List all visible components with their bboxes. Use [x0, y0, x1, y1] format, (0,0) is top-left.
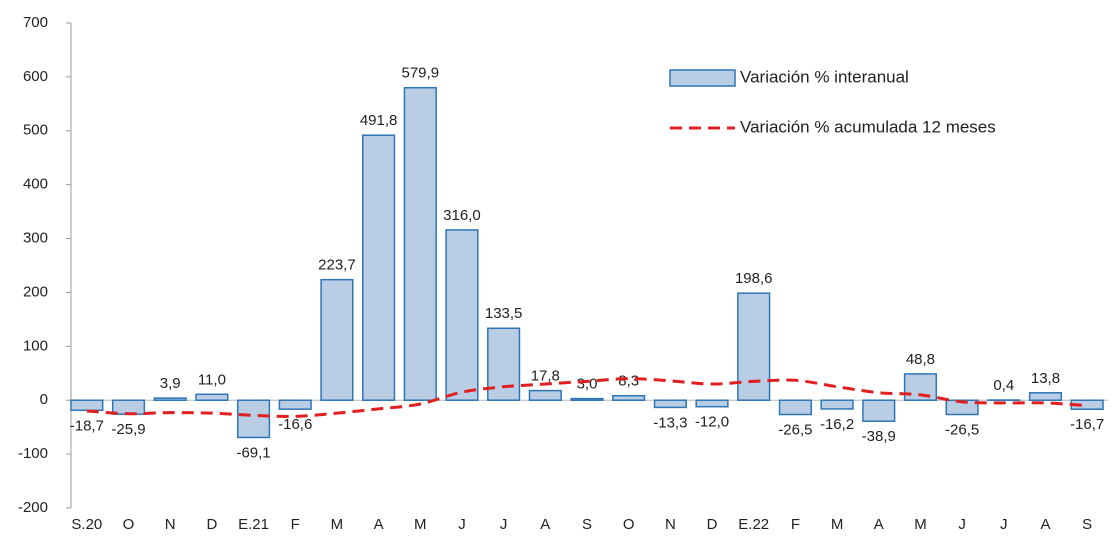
- bar: [529, 391, 561, 401]
- bar: [655, 400, 687, 407]
- bar: [821, 400, 853, 409]
- bar: [488, 328, 520, 400]
- x-tick-label: N: [165, 516, 176, 533]
- x-tick-label: J: [458, 516, 466, 533]
- x-tick-label: O: [123, 516, 135, 533]
- x-tick-label: S.20: [71, 516, 102, 533]
- value-label: -26,5: [778, 421, 812, 438]
- bar: [196, 394, 228, 400]
- bar: [404, 88, 436, 401]
- bar: [321, 280, 353, 401]
- x-tick-label: D: [206, 516, 217, 533]
- bar: [238, 400, 270, 437]
- value-label: 17,8: [531, 368, 560, 385]
- value-label: -25,9: [111, 421, 145, 438]
- value-label: -18,7: [70, 417, 104, 434]
- x-tick-label: N: [665, 516, 676, 533]
- bar: [738, 293, 770, 400]
- bar: [363, 135, 395, 400]
- x-tick-label: M: [914, 516, 927, 533]
- x-tick-label: F: [291, 516, 300, 533]
- value-label: -26,5: [945, 421, 979, 438]
- bar: [154, 398, 186, 400]
- value-label: 11,0: [198, 371, 226, 388]
- value-label: 316,0: [443, 207, 481, 224]
- value-label: -12,0: [695, 414, 729, 431]
- bar: [1030, 393, 1062, 400]
- bar: [863, 400, 895, 421]
- x-tick-label: M: [414, 516, 427, 533]
- value-label: 0,4: [993, 377, 1014, 394]
- y-tick-label: 200: [23, 283, 48, 300]
- value-label: -16,7: [1070, 416, 1104, 433]
- y-tick-label: -100: [18, 445, 48, 462]
- y-tick-label: 700: [23, 14, 48, 31]
- legend-label: Variación % acumulada 12 meses: [740, 117, 996, 136]
- value-label: 48,8: [906, 351, 935, 368]
- x-tick-label: A: [874, 516, 884, 533]
- value-label: 8,3: [618, 373, 639, 390]
- value-label: 133,5: [485, 305, 523, 322]
- x-tick-label: M: [331, 516, 344, 533]
- bar: [696, 400, 728, 406]
- value-label: 491,8: [360, 112, 398, 129]
- x-tick-label: D: [707, 516, 718, 533]
- legend-swatch: [670, 70, 735, 86]
- value-label: -16,2: [820, 416, 854, 433]
- y-tick-label: -200: [18, 499, 48, 516]
- y-tick-label: 600: [23, 68, 48, 85]
- x-tick-label: M: [831, 516, 844, 533]
- y-tick-label: 300: [23, 230, 48, 247]
- bar: [780, 400, 812, 414]
- bar: [71, 400, 103, 410]
- x-tick-label: S: [1082, 516, 1092, 533]
- value-label: 13,8: [1031, 370, 1060, 387]
- x-tick-label: F: [791, 516, 800, 533]
- value-label: -13,3: [653, 414, 687, 431]
- x-tick-label: J: [1000, 516, 1008, 533]
- value-label: -38,9: [862, 428, 896, 445]
- y-tick-label: 500: [23, 122, 48, 139]
- x-tick-label: E.21: [238, 516, 269, 533]
- y-tick-label: 100: [23, 337, 48, 354]
- bar: [446, 230, 478, 400]
- value-label: 3,0: [577, 376, 598, 393]
- y-tick-label: 0: [40, 391, 48, 408]
- x-tick-label: O: [623, 516, 635, 533]
- value-label: -69,1: [236, 444, 270, 461]
- x-tick-label: A: [540, 516, 550, 533]
- bar: [279, 400, 311, 409]
- value-label: 579,9: [402, 65, 440, 82]
- bar: [613, 396, 645, 400]
- bar: [571, 399, 603, 401]
- value-label: 223,7: [318, 257, 356, 274]
- value-label: 3,9: [160, 375, 181, 392]
- x-tick-label: J: [500, 516, 508, 533]
- x-tick-label: E.22: [738, 516, 769, 533]
- legend-label: Variación % interanual: [740, 67, 909, 86]
- x-tick-label: S: [582, 516, 592, 533]
- y-tick-label: 400: [23, 176, 48, 193]
- value-label: -16,6: [278, 416, 312, 433]
- value-label: 198,6: [735, 270, 773, 287]
- x-tick-label: A: [1040, 516, 1050, 533]
- x-tick-label: J: [958, 516, 966, 533]
- x-tick-label: A: [374, 516, 384, 533]
